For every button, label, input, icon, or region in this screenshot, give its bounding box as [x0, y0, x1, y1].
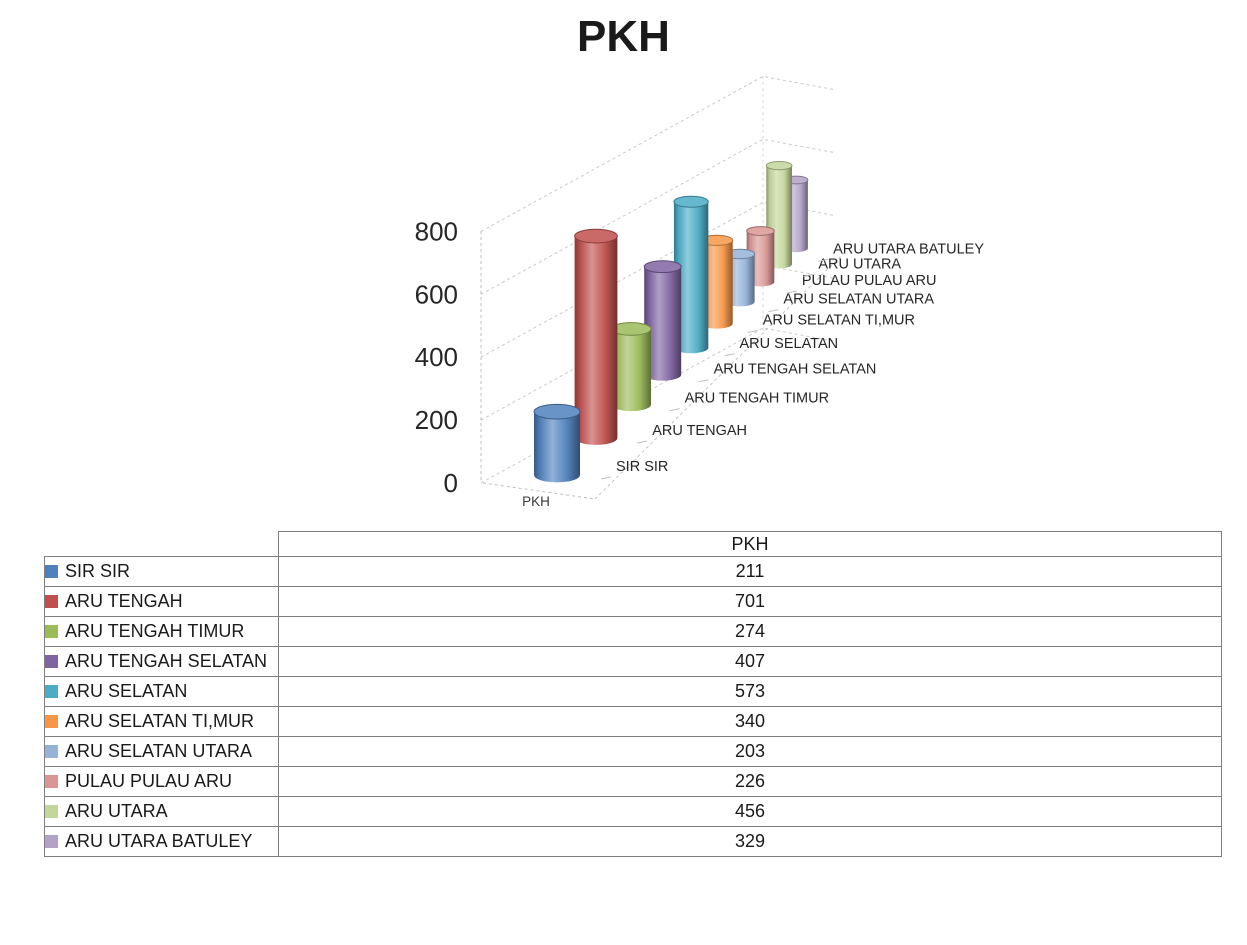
category-label: SIR SIR — [616, 459, 668, 475]
value-axis-label: 600 — [415, 279, 458, 309]
row-value: 407 — [278, 646, 1222, 677]
cylinder-top-PULAU PULAU ARU — [746, 226, 775, 236]
table-row: SIR SIR 211 — [44, 556, 1222, 587]
row-label-cell: SIR SIR — [44, 556, 279, 587]
row-value: 226 — [278, 766, 1222, 797]
row-label-cell: ARU SELATAN TI,MUR — [44, 706, 279, 737]
row-label-cell: ARU TENGAH SELATAN — [44, 646, 279, 677]
row-label: SIR SIR — [65, 561, 131, 581]
table-row: ARU UTARA 456 — [44, 796, 1222, 827]
category-label: PULAU PULAU ARU — [802, 273, 937, 289]
row-value: 456 — [278, 796, 1222, 827]
legend-swatch — [45, 745, 58, 758]
value-axis-label: 0 — [444, 468, 458, 498]
category-label: ARU TENGAH TIMUR — [685, 391, 829, 407]
category-tick — [803, 273, 814, 277]
row-label: ARU SELATAN TI,MUR — [65, 711, 255, 731]
legend-swatch — [45, 715, 58, 728]
category-label: ARU UTARA BATULEY — [833, 241, 984, 257]
cylinder-body-ARU SELATAN — [673, 201, 709, 354]
row-label: ARU SELATAN — [65, 681, 188, 701]
cylinder-body-ARU TENGAH — [574, 236, 618, 445]
table-header-row: PKH — [45, 531, 1222, 557]
category-tick — [600, 476, 612, 480]
cylinder-top-SIR SIR — [533, 403, 581, 420]
row-value: 211 — [278, 556, 1222, 587]
row-value: 329 — [278, 826, 1222, 857]
row-label-cell: ARU UTARA BATULEY — [44, 826, 279, 857]
cylinder-body-ARU TENGAH TIMUR — [611, 328, 651, 412]
row-label: ARU UTARA — [65, 801, 168, 821]
series-axis-label: PKH — [522, 494, 550, 509]
table-row: ARU SELATAN TI,MUR 340 — [44, 706, 1222, 737]
table-row: ARU TENGAH SELATAN 407 — [44, 646, 1222, 677]
value-axis-label: 800 — [415, 216, 458, 246]
value-axis-label: 400 — [415, 342, 458, 372]
row-label: ARU TENGAH — [65, 591, 183, 611]
category-tick — [698, 379, 709, 383]
legend-swatch — [45, 685, 58, 698]
category-label: ARU UTARA — [818, 256, 901, 272]
cylinder-body-SIR SIR — [534, 411, 580, 483]
cylinder-top-ARU SELATAN — [673, 195, 709, 208]
table-row: ARU TENGAH TIMUR 274 — [44, 616, 1222, 647]
category-label: ARU SELATAN UTARA — [783, 292, 934, 308]
category-tick — [669, 408, 680, 412]
legend-swatch — [45, 565, 58, 578]
table-header-pkh: PKH — [278, 531, 1222, 557]
category-tick — [768, 309, 779, 313]
row-value: 203 — [278, 736, 1222, 767]
row-label-cell: PULAU PULAU ARU — [44, 766, 279, 797]
row-value: 340 — [278, 706, 1222, 737]
category-tick — [747, 329, 758, 333]
category-tick — [817, 258, 829, 262]
row-label: ARU UTARA BATULEY — [65, 831, 253, 851]
category-tick — [786, 290, 798, 294]
table-corner-cell — [45, 532, 279, 557]
value-axis-label: 200 — [415, 405, 458, 435]
row-value: 573 — [278, 676, 1222, 707]
row-value: 274 — [278, 616, 1222, 647]
row-value: 701 — [278, 586, 1222, 617]
category-tick — [724, 353, 735, 357]
row-label-cell: ARU TENGAH TIMUR — [44, 616, 279, 647]
table-row: ARU SELATAN 573 — [44, 676, 1222, 707]
chart-title: PKH — [577, 12, 670, 61]
cylinder-top-ARU TENGAH SELATAN — [643, 260, 682, 274]
chart-data-table: PKH SIR SIR 211 ARU TENGAH 701 ARU TENGAH TI… — [44, 531, 1222, 857]
legend-swatch — [45, 835, 58, 848]
cylinder-top-ARU TENGAH — [574, 228, 618, 244]
row-label-cell: ARU UTARA — [44, 796, 279, 827]
table-row: ARU TENGAH 701 — [44, 586, 1222, 617]
category-label: ARU TENGAH — [652, 423, 747, 439]
cylinder-3d-chart: 0 200 400 600 800 PKH SIR SIR ARU TENGAH ARU TEN… — [415, 75, 984, 509]
legend-swatch — [45, 595, 58, 608]
category-label: ARU SELATAN — [740, 336, 839, 352]
table-row: PULAU PULAU ARU 226 — [44, 766, 1222, 797]
legend-swatch — [45, 805, 58, 818]
row-label-cell: ARU TENGAH — [44, 586, 279, 617]
table-row: ARU SELATAN UTARA 203 — [44, 736, 1222, 767]
legend-swatch — [45, 775, 58, 788]
legend-swatch — [45, 625, 58, 638]
table-row: ARU UTARA BATULEY 329 — [44, 826, 1222, 857]
row-label-cell: ARU SELATAN — [44, 676, 279, 707]
row-label: ARU SELATAN UTARA — [65, 741, 253, 761]
category-tick — [637, 440, 648, 444]
row-label-cell: ARU SELATAN UTARA — [44, 736, 279, 767]
cylinder-top-ARU UTARA — [765, 160, 793, 171]
row-label: ARU TENGAH TIMUR — [65, 621, 245, 641]
cylinder-body-ARU TENGAH SELATAN — [644, 266, 682, 381]
category-label: ARU TENGAH SELATAN — [714, 362, 877, 378]
category-label: ARU SELATAN TI,MUR — [763, 312, 915, 328]
row-label: ARU TENGAH SELATAN — [65, 651, 268, 671]
axis-line — [482, 482, 596, 500]
axis-line — [594, 251, 846, 500]
cylinder-body-ARU SELATAN TI,MUR — [700, 240, 733, 329]
row-label: PULAU PULAU ARU — [65, 771, 233, 791]
legend-swatch — [45, 655, 58, 668]
